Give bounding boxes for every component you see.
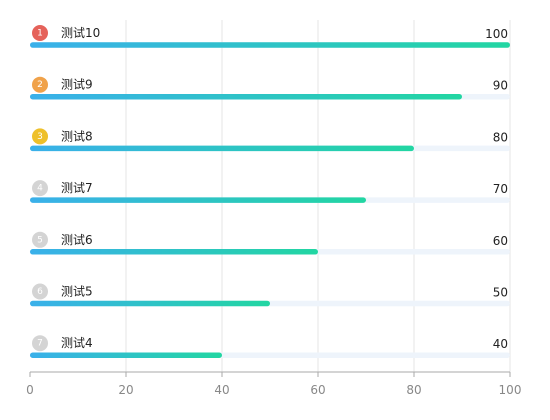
rank-number: 6 <box>37 287 43 297</box>
bar <box>30 197 366 203</box>
x-tick-label: 40 <box>214 383 229 397</box>
x-tick-label: 80 <box>406 383 421 397</box>
x-tick-label: 60 <box>310 383 325 397</box>
bar <box>30 42 510 48</box>
bars: 1 测试10 100 2 测试9 90 3 测试8 80 4 测试7 70 5 测试6 60 6 测试5 50 7 测… <box>30 25 510 358</box>
x-tick-label: 20 <box>118 383 133 397</box>
rank-badge <box>32 231 48 248</box>
value-label: 100 <box>485 27 508 41</box>
category-label: 测试6 <box>61 232 93 247</box>
x-axis: 0 20 40 60 80 100 <box>26 371 522 397</box>
rank-number: 3 <box>37 132 43 142</box>
bar-row: 5 测试6 60 <box>30 231 510 255</box>
category-label: 测试8 <box>61 128 93 143</box>
value-label: 50 <box>493 286 508 300</box>
bar-row: 2 测试9 90 <box>30 76 510 100</box>
category-label: 测试9 <box>61 77 93 92</box>
rank-number: 5 <box>37 235 43 245</box>
rank-badge <box>32 128 48 145</box>
value-label: 40 <box>493 337 508 351</box>
bar-row: 1 测试10 100 <box>30 25 510 48</box>
value-label: 60 <box>493 234 508 248</box>
bar-row: 7 测试4 40 <box>30 335 510 358</box>
x-tick-label: 100 <box>499 383 522 397</box>
bar-row: 4 测试7 70 <box>30 180 510 203</box>
x-tick-label: 0 <box>26 383 34 397</box>
bar <box>30 300 270 307</box>
category-label: 测试10 <box>61 25 100 40</box>
bar-row: 3 测试8 80 <box>30 128 510 152</box>
rank-number: 2 <box>37 80 43 90</box>
rank-badge <box>32 76 48 93</box>
bar-row: 6 测试5 50 <box>30 283 510 307</box>
value-label: 90 <box>493 79 508 93</box>
rank-number: 1 <box>37 29 43 39</box>
category-label: 测试7 <box>61 180 93 195</box>
bar <box>30 249 318 255</box>
grid-lines <box>125 20 511 372</box>
rank-number: 7 <box>37 339 43 349</box>
bar <box>30 352 222 358</box>
category-label: 测试5 <box>61 284 93 299</box>
rank-badge <box>32 283 48 300</box>
rank-badge <box>32 25 48 41</box>
value-label: 70 <box>493 182 508 196</box>
bar <box>30 145 414 152</box>
category-label: 测试4 <box>61 335 93 350</box>
rank-badge <box>32 180 48 197</box>
rank-badge <box>32 335 48 352</box>
bar <box>30 93 462 100</box>
value-label: 80 <box>493 130 508 144</box>
rank-number: 4 <box>37 184 43 194</box>
